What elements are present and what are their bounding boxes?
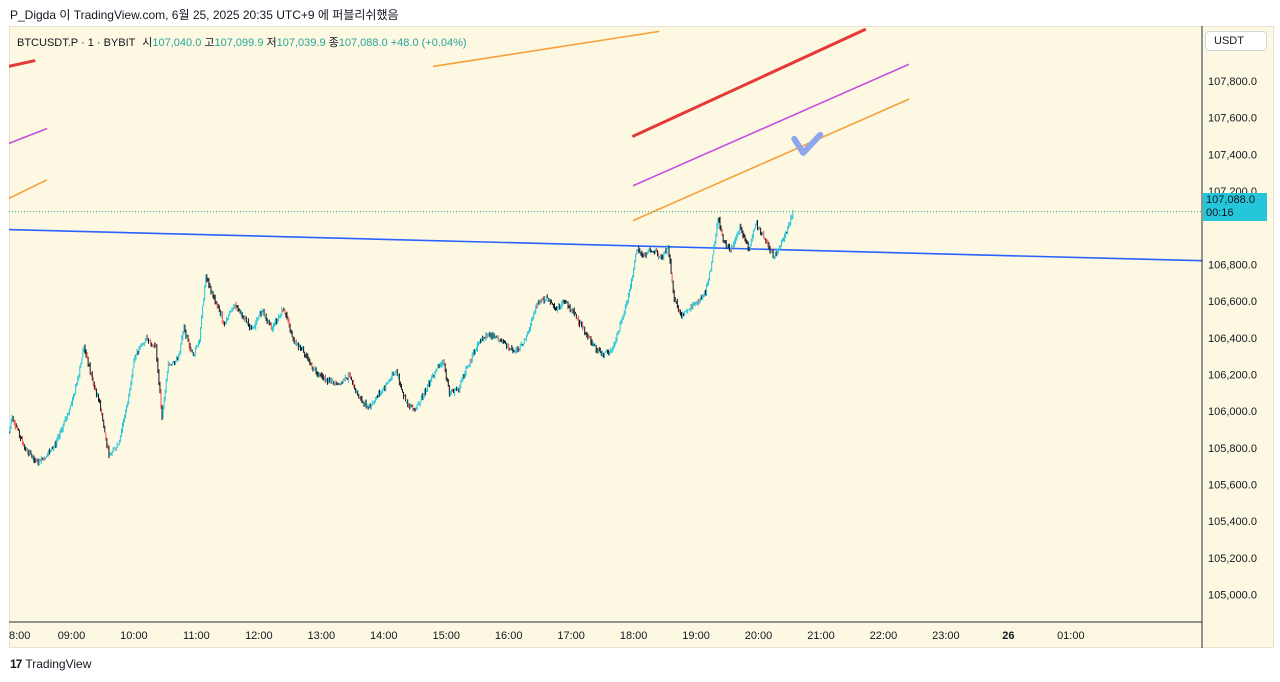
trend-line[interactable] [632,63,910,187]
price-tick-label: 105,200.0 [1208,553,1257,565]
legend-low-value: 107,039.9 [276,37,326,49]
legend-open-value: 107,040.0 [152,37,202,49]
legend-change: +48.0 (+0.04%) [390,37,467,49]
price-scale: 107,800.0107,600.0107,400.0107,200.0106,… [1208,76,1257,601]
time-tick-label: 13:00 [308,630,336,642]
legend-close-value: 107,088.0 [338,37,388,49]
price-tick-label: 107,400.0 [1208,149,1257,161]
price-tick-label: 105,000.0 [1208,589,1257,601]
last-price-label: 107,088.0 00:16 [1203,193,1267,221]
time-tick-label: 16:00 [495,630,523,642]
time-tick-label: 09:00 [58,630,86,642]
symbol-legend: BTCUSDT.P · 1 · BYBIT 시107,040.0 고107,09… [17,34,467,50]
price-tick-label: 105,800.0 [1208,443,1257,455]
price-tick-label: 106,200.0 [1208,369,1257,381]
publish-caption: P_Digda 이 TradingView.com, 6월 25, 2025 2… [10,8,399,22]
chart-pane[interactable] [9,26,1274,648]
time-tick-label: 14:00 [370,630,398,642]
price-tick-label: 105,400.0 [1208,516,1257,528]
check-mark-icon[interactable] [791,131,824,156]
footer-brand-label: TradingView [25,657,92,671]
trend-line[interactable] [432,30,660,68]
trend-line[interactable] [632,98,910,222]
time-tick-label: 10:00 [120,630,148,642]
time-tick-label: 8:00 [9,630,30,642]
legend-open-label: 시 [142,37,153,49]
last-price-value: 107,088.0 [1206,194,1255,206]
time-tick-label: 01:00 [1057,630,1085,642]
time-tick-label: 17:00 [557,630,585,642]
currency-button[interactable]: USDT [1205,31,1267,51]
time-tick-label: 11:00 [183,630,210,642]
trend-line[interactable] [9,127,48,145]
candles [9,210,794,466]
price-tick-label: 106,000.0 [1208,406,1257,418]
time-tick-label: 22:00 [870,630,898,642]
time-tick-label: 15:00 [432,630,460,642]
trend-line[interactable] [9,179,48,200]
trend-line[interactable] [9,59,36,68]
price-tick-label: 105,600.0 [1208,479,1257,491]
time-tick-label: 19:00 [682,630,710,642]
time-tick-label: 23:00 [932,630,960,642]
time-scale: 8:00 09:00 10:00 11:00 12:00 13:00 14:00 15:00 1… [9,630,1085,642]
bar-countdown: 00:16 [1206,207,1234,219]
tradingview-logo-icon: 17 [10,657,22,671]
trend-line[interactable] [9,228,1203,262]
footer-brand[interactable]: 17 TradingView [10,657,91,671]
time-tick-label: 12:00 [245,630,273,642]
price-tick-label: 106,800.0 [1208,259,1257,271]
time-tick-label: 18:00 [620,630,648,642]
price-tick-label: 107,800.0 [1208,76,1257,88]
time-tick-label: 20:00 [745,630,773,642]
legend-low-label: 저 [266,37,277,49]
price-tick-label: 106,600.0 [1208,296,1257,308]
legend-high-label: 고 [204,37,215,49]
time-tick-label: 21:00 [807,630,835,642]
check-mark-annotation [791,131,824,156]
legend-close-label: 종 [328,37,339,49]
trend-lines [9,28,1203,262]
legend-symbol[interactable]: BTCUSDT.P · 1 · BYBIT [17,37,136,49]
candlestick-chart[interactable]: 107,800.0107,600.0107,400.0107,200.0106,… [9,26,1274,648]
price-tick-label: 107,600.0 [1208,113,1257,125]
time-tick-label: 26 [1002,630,1014,642]
legend-high-value: 107,099.9 [214,37,264,49]
trend-line[interactable] [632,28,867,138]
price-tick-label: 106,400.0 [1208,333,1257,345]
